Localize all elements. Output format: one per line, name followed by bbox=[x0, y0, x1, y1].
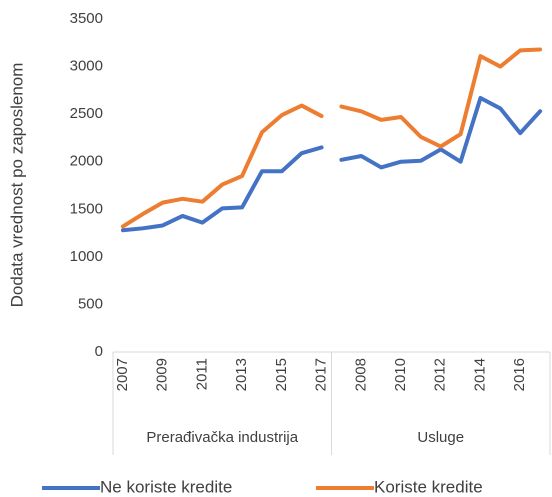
x-tick-label: 2013 bbox=[233, 358, 250, 391]
x-tick-label: 2017 bbox=[313, 358, 330, 391]
y-tick-label: 3000 bbox=[70, 58, 103, 75]
x-tick-label: 2007 bbox=[114, 358, 131, 391]
x-tick-label: 2011 bbox=[193, 358, 210, 390]
y-tick-label: 1000 bbox=[70, 248, 103, 265]
legend-label: Ne koriste kredite bbox=[100, 477, 232, 496]
x-tick-label: 2016 bbox=[511, 358, 528, 391]
group-label: Prerađivačka industrija bbox=[146, 429, 298, 446]
y-tick-label: 500 bbox=[78, 295, 103, 312]
y-tick-label: 1500 bbox=[70, 200, 103, 217]
series-line bbox=[120, 103, 324, 229]
x-tick-label: 2008 bbox=[352, 358, 369, 391]
y-tick-label: 2000 bbox=[70, 153, 103, 170]
group-label: Usluge bbox=[417, 429, 464, 446]
y-axis-label: Dodata vrednost po zaposlenom bbox=[7, 63, 26, 308]
x-tick-label: 2012 bbox=[432, 358, 449, 391]
x-tick-label: 2010 bbox=[392, 358, 409, 391]
series-line bbox=[120, 145, 324, 233]
series-line bbox=[339, 95, 543, 170]
x-tick-label: 2014 bbox=[471, 358, 488, 391]
y-tick-label: 2500 bbox=[70, 105, 103, 122]
legend-label: Koriste kredite bbox=[374, 477, 483, 496]
series-line bbox=[339, 47, 543, 149]
x-tick-label: 2015 bbox=[273, 358, 290, 391]
y-tick-label: 0 bbox=[95, 343, 103, 360]
x-tick-label: 2009 bbox=[154, 358, 171, 391]
y-tick-label: 3500 bbox=[70, 10, 103, 27]
